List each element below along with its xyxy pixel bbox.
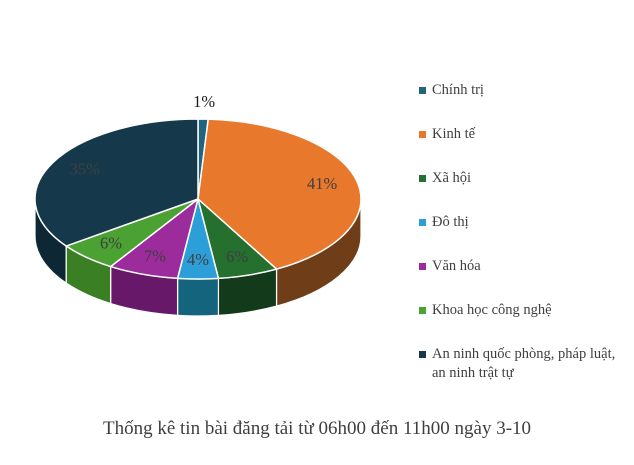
legend-item: Đô thị: [419, 213, 621, 232]
pie-label: 6%: [100, 233, 122, 252]
legend-label: Chính trị: [432, 82, 484, 98]
pie-label: 35%: [70, 159, 101, 178]
legend-label: An ninh quốc phòng, pháp luật, an ninh t…: [432, 346, 616, 381]
legend-swatch: [419, 351, 426, 358]
legend-label: Khoa học công nghệ: [432, 302, 552, 318]
legend-swatch: [419, 87, 426, 94]
pie-slice: [197, 118, 362, 270]
legend-swatch: [419, 219, 426, 226]
legend-item: Văn hóa: [419, 257, 621, 276]
chart-legend: Chính trị Kinh tế Xã hội Đô thị Văn hóa Khoa…: [419, 81, 621, 383]
legend-item: Chính trị: [419, 81, 621, 100]
legend-item: Kinh tế: [419, 125, 621, 144]
pie-label: 41%: [307, 174, 338, 193]
legend-item: Khoa học công nghệ: [419, 301, 621, 320]
legend-label: Xã hội: [432, 170, 472, 186]
pie-label: 7%: [144, 246, 166, 265]
pie-label: 1%: [193, 92, 215, 111]
legend-label: Văn hóa: [432, 258, 481, 274]
legend-label: Kinh tế: [432, 126, 476, 142]
legend-label: Đô thị: [432, 214, 469, 230]
pie-slice: [34, 118, 199, 247]
pie-slice-side: [176, 277, 220, 317]
pie-label: 4%: [187, 250, 209, 269]
legend-item: An ninh quốc phòng, pháp luật, an ninh t…: [419, 345, 621, 383]
legend-swatch: [419, 263, 426, 270]
chart-title: Thống kê tin bài đăng tải từ 06h00 đến 1…: [102, 418, 532, 439]
legend-swatch: [419, 131, 426, 138]
pie-label: 6%: [226, 247, 248, 266]
legend-swatch: [419, 307, 426, 314]
legend-item: Xã hội: [419, 169, 621, 188]
legend-swatch: [419, 175, 426, 182]
